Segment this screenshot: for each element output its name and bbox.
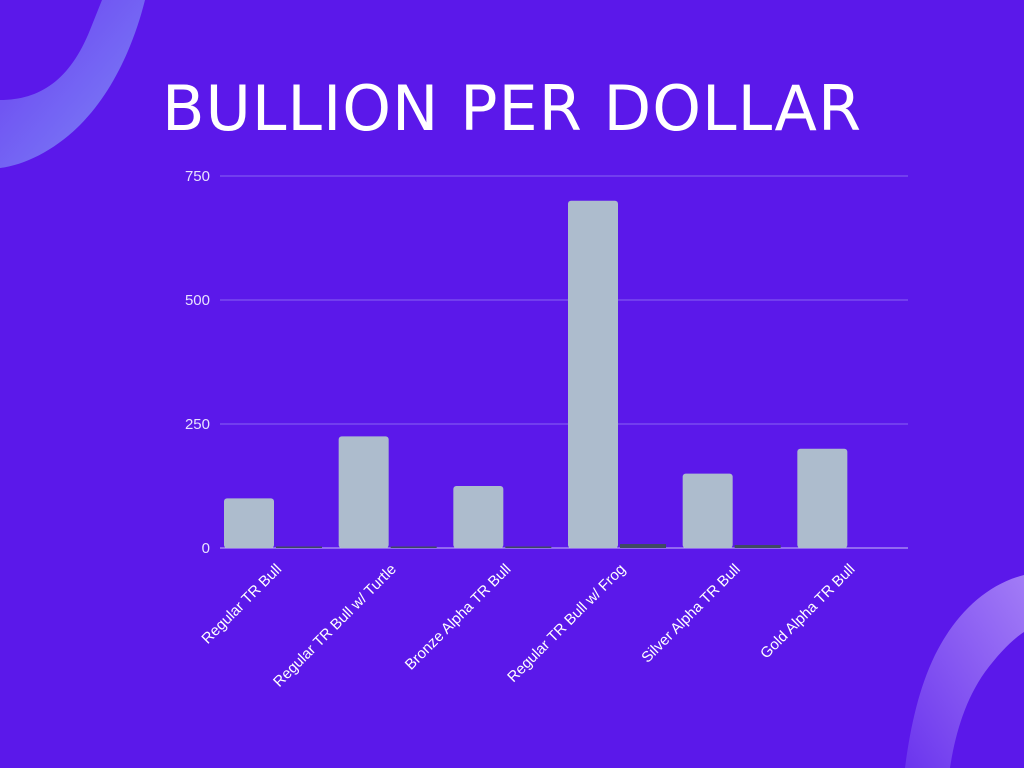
y-tick-label-250: 250 [185,416,210,433]
bar-primary-5 [797,448,848,548]
chart-title: BULLION PER DOLLAR [161,72,863,145]
x-category-label-1: Regular TR Bull w/ Turtle [270,561,400,691]
bar-secondary-4 [734,545,781,548]
bar-primary-1 [338,436,389,548]
x-category-label-3: Regular TR Bull w/ Frog [504,561,629,686]
bar-primary-2 [453,486,504,548]
top-left-swoosh [0,0,145,168]
y-tick-label-500: 500 [185,292,210,309]
x-category-label-0: Regular TR Bull [198,561,285,648]
bar-secondary-1 [390,546,437,548]
bar-primary-4 [682,473,733,548]
y-tick-label-750: 750 [185,168,210,185]
y-tick-label-0: 0 [202,540,210,557]
x-category-label-4: Silver Alpha TR Bull [638,561,744,667]
bar-secondary-2 [505,546,552,548]
bottom-right-swoosh [905,575,1024,768]
x-category-label-5: Gold Alpha TR Bull [757,561,858,662]
bar-primary-0 [224,498,274,548]
bar-secondary-3 [620,544,666,548]
bar-secondary-0 [276,546,322,548]
x-category-label-2: Bronze Alpha TR Bull [402,561,515,674]
bar-primary-3 [568,200,618,549]
